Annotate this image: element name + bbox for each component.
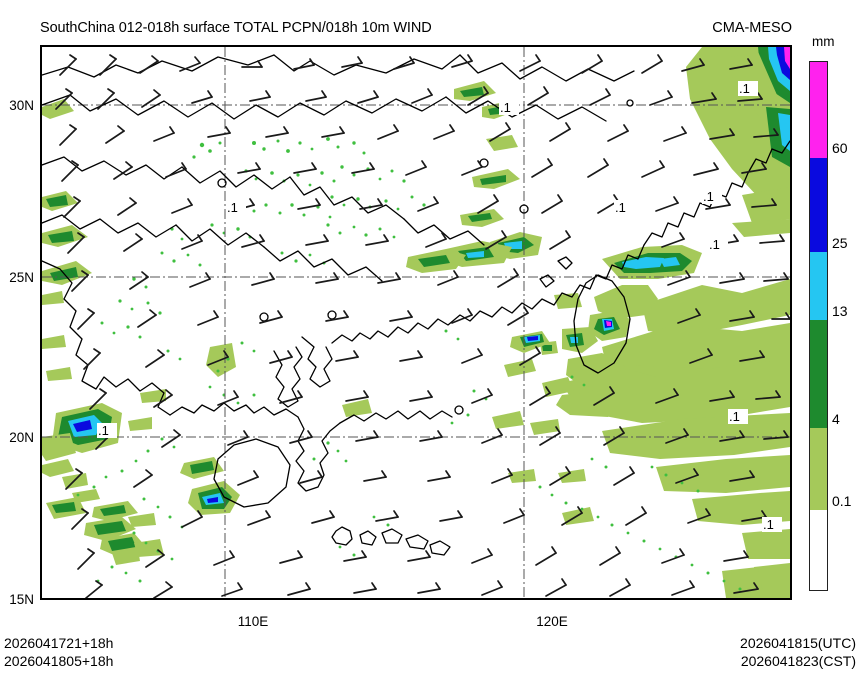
- colorbar-tick-25: 25: [832, 235, 848, 251]
- svg-text:.1: .1: [703, 189, 714, 204]
- model-label: CMA-MESO: [712, 20, 792, 36]
- coastline-overlay: [42, 54, 790, 556]
- page-title: SouthChina 012-018h surface TOTAL PCPN/0…: [40, 20, 432, 36]
- colorbar-segment-25-60: [810, 158, 827, 252]
- svg-text:.1: .1: [227, 200, 238, 215]
- map-canvas: .1 .1 .1 .1 .1 .1 .1 .1 .1: [42, 47, 790, 598]
- map-gridlines: [42, 47, 790, 598]
- svg-text:.1: .1: [709, 237, 720, 252]
- ytick-label-20N: 20N: [9, 430, 34, 445]
- colorbar-unit-label: mm: [812, 34, 835, 49]
- footer-init-time-1: 2026041721+18h: [4, 635, 114, 651]
- colorbar-segment-4-13: [810, 320, 827, 428]
- contour-labels: .1 .1 .1 .1 .1 .1 .1 .1 .1: [97, 81, 782, 532]
- colorbar-segment-gt60: [810, 62, 827, 158]
- colorbar-tick-60: 60: [832, 140, 848, 156]
- map-plot-area[interactable]: .1 .1 .1 .1 .1 .1 .1 .1 .1: [40, 45, 792, 600]
- ytick-label-15N: 15N: [9, 592, 34, 607]
- footer-left: 2026041721+18h 2026041805+18h: [4, 634, 113, 670]
- colorbar-segment-0.1-4: [810, 428, 827, 510]
- ytick-label-30N: 30N: [9, 98, 34, 113]
- colorbar-tick-13: 13: [832, 303, 848, 319]
- svg-text:.1: .1: [763, 517, 774, 532]
- precipitation-shading: [42, 47, 790, 598]
- precipitation-colorbar[interactable]: [809, 61, 828, 591]
- footer-valid-time-cst: 2026041823(CST): [740, 653, 856, 669]
- colorbar-segment-13-25: [810, 252, 827, 320]
- footer-init-time-2: 2026041805+18h: [4, 653, 114, 669]
- wind-barb-field: [55, 54, 790, 598]
- colorbar-tick-4: 4: [832, 411, 840, 427]
- xtick-label-120E: 120E: [536, 614, 568, 629]
- svg-text:.1: .1: [98, 423, 109, 438]
- svg-text:.1: .1: [500, 100, 511, 115]
- svg-text:.1: .1: [729, 409, 740, 424]
- colorbar-segment-lt0.1: [810, 510, 827, 590]
- footer-right: 2026041815(UTC) 2026041823(CST): [740, 634, 856, 670]
- xtick-label-110E: 110E: [237, 614, 269, 629]
- svg-text:.1: .1: [739, 81, 750, 96]
- footer-valid-time-utc: 2026041815(UTC): [740, 635, 856, 651]
- svg-text:.1: .1: [615, 200, 626, 215]
- ytick-label-25N: 25N: [9, 270, 34, 285]
- colorbar-tick-0.1: 0.1: [832, 493, 852, 509]
